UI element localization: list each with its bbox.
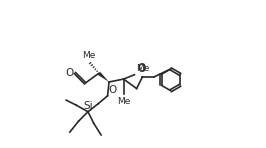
Text: O: O [138,63,146,73]
Text: O: O [66,67,74,78]
Polygon shape [98,72,109,82]
Text: O: O [138,64,146,74]
Text: Si: Si [83,101,93,111]
Text: Me: Me [117,97,130,106]
Text: Me: Me [136,64,149,73]
Text: Me: Me [82,51,95,60]
Text: O: O [108,85,117,95]
